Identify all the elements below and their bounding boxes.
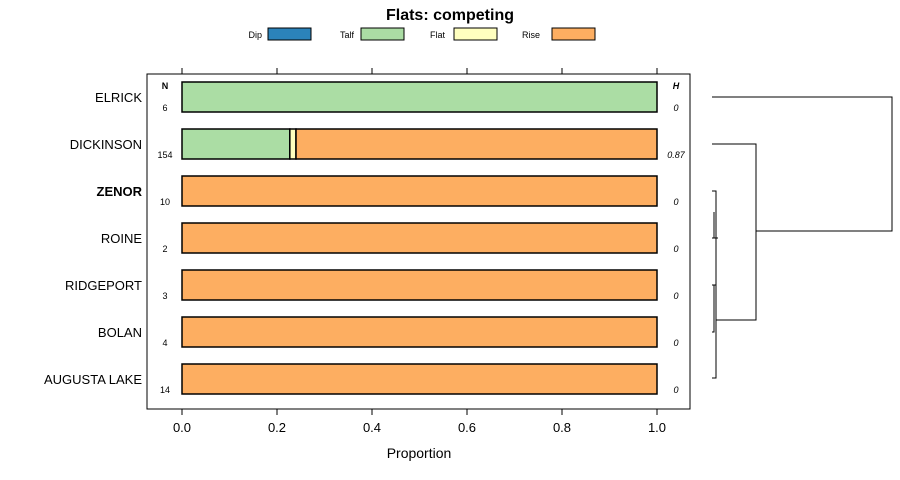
category-label: RIDGEPORT [65, 278, 142, 293]
bar-segment-flat [289, 128, 297, 160]
x-tick-label: 0.4 [363, 420, 381, 435]
dendrogram-branch-top [712, 96, 893, 232]
row-roine: ROINE 2 0 [101, 222, 679, 254]
dendrogram-branch-inner [712, 212, 717, 333]
category-label: ELRICK [95, 90, 142, 105]
x-tick-label: 0.6 [458, 420, 476, 435]
dendrogram [712, 96, 893, 379]
row-dickinson: DICKINSON 154 0.87 [70, 128, 686, 160]
top-axis-ticks [181, 68, 658, 74]
h-value: 0 [673, 103, 678, 113]
n-value: 6 [162, 103, 167, 113]
n-value: 2 [162, 244, 167, 254]
bar-segment-talf [181, 128, 291, 160]
legend-swatch-flat [453, 27, 498, 41]
x-tick-label: 0.2 [268, 420, 286, 435]
n-value: 4 [162, 338, 167, 348]
h-value: 0 [673, 244, 678, 254]
row-bolan: BOLAN 4 0 [98, 316, 679, 348]
legend-label-rise: Rise [522, 30, 540, 40]
category-label: DICKINSON [70, 137, 142, 152]
bar-segment-talf [181, 81, 658, 113]
x-axis-label: Proportion [387, 445, 452, 461]
category-label: ZENOR [97, 184, 143, 199]
category-label: ROINE [101, 231, 143, 246]
chart-title: Flats: competing [386, 7, 514, 24]
n-value: 14 [160, 385, 170, 395]
h-value: 0 [673, 385, 678, 395]
category-label: BOLAN [98, 325, 142, 340]
h-value: 0 [673, 291, 678, 301]
bar-segment-rise [181, 222, 658, 254]
n-value: 154 [157, 150, 172, 160]
x-axis: 0.0 0.2 0.4 0.6 0.8 1.0 [173, 409, 666, 435]
bar-segment-rise [181, 363, 658, 395]
row-ridgeport: RIDGEPORT 3 0 [65, 269, 679, 301]
row-zenor: ZENOR 10 0 [97, 175, 679, 207]
h-value: 0 [673, 197, 678, 207]
bar-segment-rise [295, 128, 658, 160]
legend: Dip Talf Flat Rise [248, 27, 596, 41]
n-value: 10 [160, 197, 170, 207]
x-tick-label: 1.0 [648, 420, 666, 435]
n-value: 3 [162, 291, 167, 301]
dendrogram-branch-dickinson [712, 143, 757, 321]
row-augusta-lake: AUGUSTA LAKE 14 0 [44, 363, 679, 395]
legend-swatch-talf [360, 27, 405, 41]
bar-segment-rise [181, 269, 658, 301]
bar-segment-rise [181, 316, 658, 348]
n-column-header: N [162, 81, 169, 91]
legend-label-talf: Talf [340, 30, 355, 40]
row-elrick: ELRICK 6 0 [95, 81, 679, 113]
bar-segment-rise [181, 175, 658, 207]
legend-label-flat: Flat [430, 30, 446, 40]
x-tick-label: 0.0 [173, 420, 191, 435]
h-column-header: H [673, 81, 680, 91]
legend-swatch-rise [551, 27, 596, 41]
legend-swatch-dip [267, 27, 312, 41]
category-label: AUGUSTA LAKE [44, 372, 142, 387]
x-tick-label: 0.8 [553, 420, 571, 435]
h-value: 0 [673, 338, 678, 348]
legend-label-dip: Dip [248, 30, 262, 40]
plot-frame [146, 73, 691, 410]
h-value: 0.87 [667, 150, 686, 160]
